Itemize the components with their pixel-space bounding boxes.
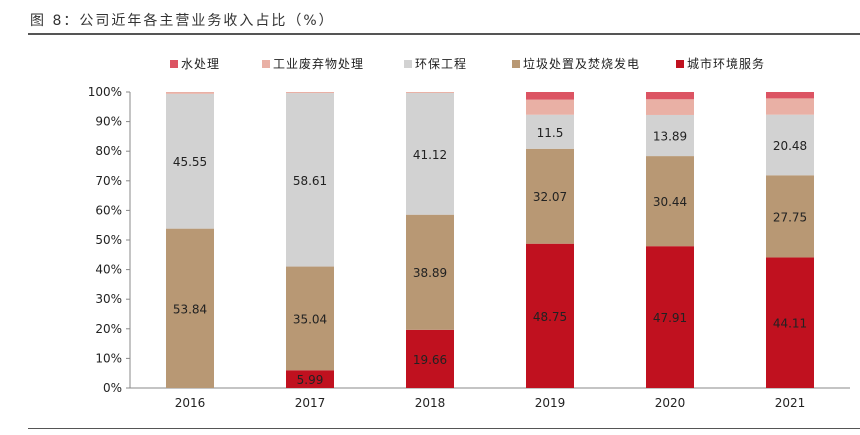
- bar-segment: [406, 214, 454, 330]
- bar-segment: [286, 93, 334, 267]
- bar-segment: [286, 92, 334, 94]
- bar-segment: [766, 114, 814, 176]
- x-tick-label: 2018: [415, 396, 446, 410]
- y-tick-label: 90%: [95, 115, 122, 129]
- legend-label: 工业废弃物处理: [273, 56, 364, 71]
- bar-segment: [406, 92, 454, 215]
- y-tick-label: 80%: [95, 144, 122, 158]
- legend-label: 水处理: [181, 57, 220, 71]
- legend-swatch: [512, 60, 520, 68]
- bar-segment: [526, 114, 574, 149]
- y-tick-label: 70%: [95, 174, 122, 188]
- y-tick-label: 100%: [88, 85, 122, 99]
- x-tick-label: 2021: [775, 396, 806, 410]
- bar-segment: [166, 93, 214, 229]
- y-tick-label: 0%: [103, 381, 122, 395]
- bar-segment: [286, 266, 334, 371]
- data-label: 20.48: [773, 139, 807, 153]
- data-label: 45.55: [173, 155, 207, 169]
- y-tick-label: 10%: [95, 351, 122, 365]
- data-label: 13.89: [653, 130, 687, 144]
- legend-swatch: [404, 60, 412, 68]
- y-tick-label: 50%: [95, 233, 122, 247]
- bar-segment: [646, 99, 694, 115]
- x-tick-label: 2019: [535, 396, 566, 410]
- figure-title: 图 8：公司近年各主营业务收入占比（%）: [30, 13, 335, 29]
- legend-swatch: [170, 60, 178, 68]
- data-label: 38.89: [413, 266, 447, 280]
- data-label: 53.84: [173, 302, 207, 316]
- y-tick-label: 30%: [95, 292, 122, 306]
- legend-label: 垃圾处置及焚烧发电: [523, 56, 640, 71]
- bar-segment: [166, 228, 214, 388]
- y-tick-label: 60%: [95, 203, 122, 217]
- data-label: 41.12: [413, 148, 447, 162]
- data-label: 32.07: [533, 190, 567, 204]
- legend-label: 城市环境服务: [687, 56, 765, 71]
- bar-segment: [646, 114, 694, 157]
- bar-segment: [646, 246, 694, 388]
- y-tick-label: 40%: [95, 263, 122, 277]
- data-label: 19.66: [413, 353, 447, 367]
- bar-segment: [526, 92, 574, 100]
- bar-segment: [406, 329, 454, 388]
- bar-segment: [766, 257, 814, 388]
- bar-segment: [526, 243, 574, 388]
- bar-segment: [166, 92, 214, 94]
- x-tick-label: 2016: [175, 396, 206, 410]
- bar-segment: [766, 92, 814, 99]
- data-label: 35.04: [293, 312, 327, 326]
- title-divider: [28, 33, 860, 35]
- legend-swatch: [676, 60, 684, 68]
- bar-segment: [526, 99, 574, 115]
- bar-segment: [766, 98, 814, 115]
- data-label: 47.91: [653, 311, 687, 325]
- legend-swatch: [262, 60, 270, 68]
- legend-label: 环保工程: [415, 56, 467, 71]
- bar-segment: [286, 370, 334, 388]
- bar-segment: [406, 92, 454, 93]
- data-label: 27.75: [773, 210, 807, 224]
- data-label: 5.99: [297, 373, 324, 387]
- data-label: 48.75: [533, 310, 567, 324]
- data-label: 44.11: [773, 317, 807, 331]
- bar-segment: [766, 175, 814, 258]
- bottom-divider: [28, 428, 860, 429]
- bar-segment: [646, 156, 694, 247]
- y-tick-label: 20%: [95, 322, 122, 336]
- data-label: 30.44: [653, 195, 687, 209]
- data-label: 11.5: [537, 126, 564, 140]
- bar-segment: [526, 148, 574, 244]
- bar-segment: [646, 92, 694, 100]
- data-label: 58.61: [293, 174, 327, 188]
- x-tick-label: 2017: [295, 396, 326, 410]
- x-tick-label: 2020: [655, 396, 686, 410]
